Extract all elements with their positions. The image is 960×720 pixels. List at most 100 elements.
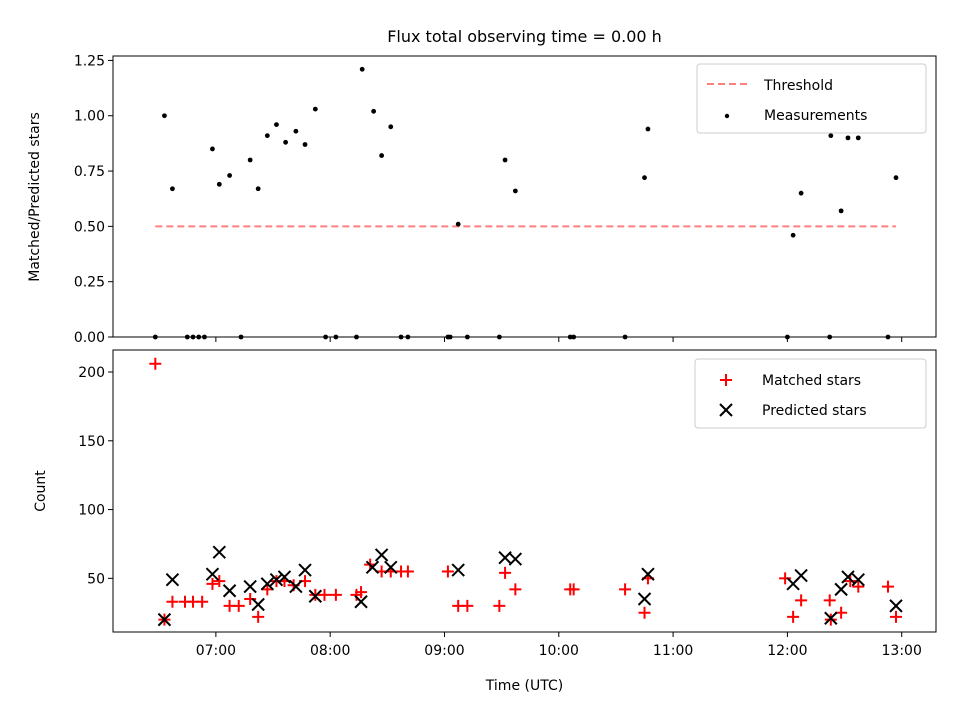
- top-legend: Threshold Measurements: [696, 63, 927, 134]
- predicted-star-marker: [384, 560, 398, 575]
- matched-star-marker: [795, 594, 808, 607]
- x-axis-label: Time (UTC): [485, 678, 563, 694]
- predicted-star-marker: [365, 560, 380, 575]
- predicted-star-marker: [794, 568, 808, 583]
- measurement-point: [170, 186, 175, 192]
- legend-threshold-label: Threshold: [763, 78, 833, 94]
- predicted-star-marker-b: [374, 548, 389, 562]
- predicted-star-marker: [205, 567, 220, 581]
- measurement-point: [828, 133, 834, 139]
- predicted-star-marker-b: [451, 563, 465, 577]
- measurement-point: [162, 113, 167, 119]
- predicted-star-marker-b: [834, 582, 848, 597]
- measurement-point: [855, 135, 861, 141]
- matched-star-marker: [196, 595, 209, 608]
- measurement-point: [790, 232, 796, 238]
- x-tick-label: 09:00: [424, 643, 464, 659]
- matched-star-marker: [401, 565, 414, 578]
- predicted-star-marker: [157, 612, 172, 627]
- matched-star-marker: [149, 357, 162, 370]
- measurement-point: [512, 188, 518, 194]
- bottom-legend: Matched stars Predicted stars: [694, 358, 927, 429]
- predicted-star-marker: [222, 584, 237, 598]
- top-y-tick-label: 1.00: [74, 109, 105, 125]
- predicted-star-marker-b: [298, 563, 312, 577]
- bottom-y-tick-label: 50: [87, 571, 105, 587]
- matched-star-marker: [499, 566, 512, 579]
- bottom-y-tick-label: 150: [78, 434, 105, 450]
- measurement-point: [845, 135, 851, 141]
- predicted-star-marker-b: [508, 552, 523, 566]
- matched-star-marker: [567, 583, 580, 596]
- predicted-star-marker-b: [157, 612, 172, 627]
- matched-star-marker: [787, 610, 800, 623]
- measurement-point: [227, 173, 232, 178]
- predicted-star-marker: [841, 570, 855, 584]
- measurement-point: [798, 190, 804, 196]
- predicted-star-marker: [269, 573, 284, 587]
- x-tick-label: 07:00: [196, 643, 236, 659]
- predicted-star-marker: [889, 599, 903, 613]
- predicted-star-marker-b: [205, 567, 220, 581]
- predicted-star-marker: [354, 595, 368, 609]
- predicted-star-marker-b: [251, 597, 265, 612]
- predicted-star-marker: [212, 545, 227, 559]
- predicted-star-marker: [637, 592, 652, 606]
- top-plot: 0.00 0.25 0.50 0.75 1.00 1.25 Matched/Predict…: [27, 53, 937, 346]
- matched-star-marker: [493, 599, 506, 612]
- chart-title: Flux total observing time = 0.00 h: [387, 27, 662, 46]
- matched-star-marker: [252, 610, 265, 623]
- predicted-star-marker-b: [794, 568, 808, 583]
- matched-star-marker: [509, 583, 522, 596]
- predicted-star-marker-b: [384, 560, 398, 575]
- top-axes-ticks: 0.00 0.25 0.50 0.75 1.00 1.25: [74, 53, 903, 346]
- predicted-star-marker: [308, 589, 323, 603]
- predicted-star-marker: [260, 577, 275, 591]
- bottom-legend-box: [694, 358, 927, 429]
- top-legend-box: [696, 63, 927, 134]
- top-y-axis-label: Matched/Predicted stars: [27, 112, 43, 282]
- predicted-star-marker-b: [165, 573, 180, 587]
- bottom-plot: 50 100 150 200 07:00 08:00 09:00 10:00 11:00 12:0…: [33, 349, 937, 694]
- predicted-star-marker-b: [277, 570, 292, 584]
- top-axes-frame: [112, 55, 937, 338]
- matched-star-marker: [638, 606, 651, 619]
- predicted-star-marker-b: [269, 573, 284, 587]
- measurement-point: [502, 157, 508, 163]
- legend-matched-swatch: [720, 374, 732, 386]
- predicted-star-marker-b: [637, 592, 652, 606]
- predicted-star-marker: [641, 567, 655, 581]
- bottom-axes-ticks: 50 100 150 200 07:00 08:00 09:00 10:00 11:00 12:0…: [78, 365, 922, 659]
- measurement-point: [455, 221, 461, 227]
- measurement-point: [645, 126, 651, 132]
- predicted-star-marker-b: [212, 545, 227, 559]
- bottom-y-tick-label: 200: [78, 365, 105, 381]
- measurement-point: [283, 139, 289, 145]
- predicted-star-marker-b: [641, 567, 655, 581]
- x-tick-label: 13:00: [882, 643, 922, 659]
- matched-star-marker: [206, 577, 219, 590]
- measurement-point: [371, 108, 377, 114]
- predicted-star-marker-b: [354, 595, 368, 609]
- matched-star-marker: [329, 588, 342, 601]
- predicted-star-marker-b: [851, 573, 865, 587]
- predicted-star-marker: [298, 563, 312, 577]
- predicted-star-marker: [289, 579, 303, 594]
- bottom-axes-frame: [112, 349, 937, 633]
- measurement-point: [388, 124, 394, 130]
- x-tick-label: 08:00: [310, 643, 350, 659]
- x-tick-label: 10:00: [539, 643, 579, 659]
- measurement-points: [152, 66, 899, 340]
- measurement-point: [274, 122, 279, 127]
- predicted-star-marker-b: [824, 611, 838, 625]
- predicted-star-marker: [243, 579, 257, 594]
- legend-predicted-swatch: [719, 403, 733, 417]
- predicted-star-marker-b: [889, 599, 903, 613]
- matched-star-marker: [318, 588, 331, 601]
- predicted-star-markers: [157, 545, 903, 627]
- matched-star-markers: [149, 357, 902, 626]
- matched-star-marker: [823, 594, 836, 607]
- legend-matched-label: Matched stars: [762, 373, 861, 389]
- x-tick-label: 11:00: [653, 643, 693, 659]
